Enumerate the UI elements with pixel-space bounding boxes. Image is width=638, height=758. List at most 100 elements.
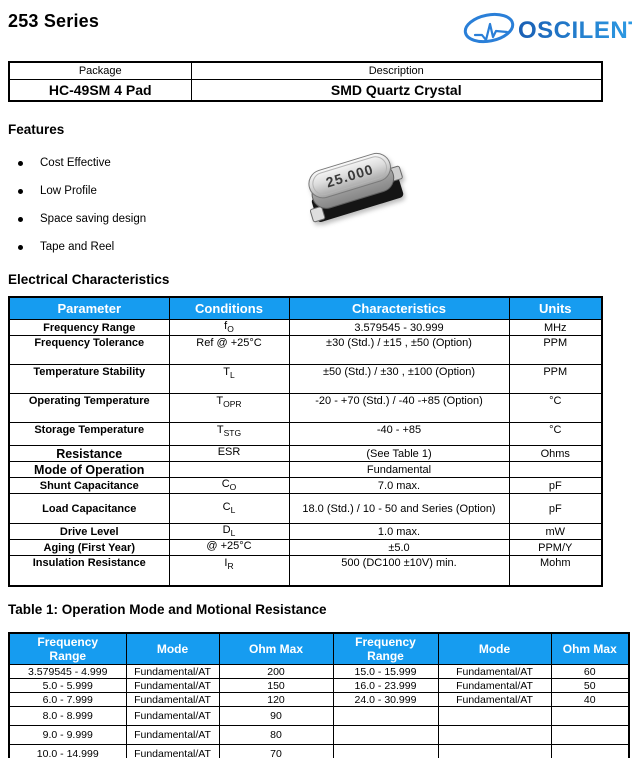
col-header-conditions: Conditions [168, 296, 290, 320]
mode-cell: Fundamental/AT [125, 744, 220, 758]
freq-range-cell: 9.0 - 9.999 [8, 725, 127, 745]
mode-cell: Fundamental/AT [437, 692, 552, 707]
freq-range-cell: 10.0 - 14.999 [8, 744, 127, 758]
table-row: Temperature Stability TL ±50 (Std.) / ±3… [8, 364, 603, 394]
table1-heading: Table 1: Operation Mode and Motional Res… [8, 602, 327, 617]
ohm-max-cell: 70 [218, 744, 334, 758]
characteristics-cell: 1.0 max. [288, 523, 510, 540]
ohm-max-cell: 60 [550, 664, 630, 679]
mode-cell: Fundamental/AT [125, 706, 220, 726]
mode-cell: Fundamental/AT [125, 692, 220, 707]
list-item: Tape and Reel [10, 240, 146, 254]
table-row: Insulation Resistance IR 500 (DC100 ±10V… [8, 555, 603, 587]
package-header: Package [8, 61, 192, 80]
freq-range-cell: 6.0 - 7.999 [8, 692, 127, 707]
table-row: 10.0 - 14.999 Fundamental/AT 70 [8, 744, 630, 758]
table-row: 8.0 - 8.999 Fundamental/AT 90 [8, 706, 630, 726]
ohm-max-cell: 150 [218, 678, 334, 693]
parameter-cell: Frequency Tolerance [8, 335, 170, 365]
parameter-cell: Drive Level [8, 523, 170, 540]
parameter-cell: Load Capacitance [8, 493, 170, 524]
characteristics-cell: ±5.0 [288, 539, 510, 556]
bullet-icon [18, 244, 23, 250]
characteristics-cell: -40 - +85 [288, 422, 510, 446]
parameter-cell: Temperature Stability [8, 364, 170, 394]
table-row: Operating Temperature TOPR -20 - +70 (St… [8, 393, 603, 423]
parameter-cell: Operating Temperature [8, 393, 170, 423]
crystal-product-photo: 25.000 [308, 152, 404, 223]
mode-cell: Fundamental/AT [437, 678, 552, 693]
table-row: 9.0 - 9.999 Fundamental/AT 80 [8, 725, 630, 745]
mode-cell [437, 706, 552, 726]
parameter-cell: Insulation Resistance [8, 555, 170, 587]
oscilent-logo-text: OSCILENT [518, 17, 632, 44]
ohm-max-cell: 200 [218, 664, 334, 679]
ohm-max-cell: 90 [218, 706, 334, 726]
electrical-header-row: Parameter Conditions Characteristics Uni… [8, 296, 603, 320]
ohm-max-cell: 80 [218, 725, 334, 745]
condition-cell: CL [168, 493, 290, 524]
units-cell [508, 461, 603, 478]
ohm-max-cell [550, 725, 630, 745]
freq-range-cell [332, 706, 439, 726]
col-header-ohm-max-left: Ohm Max [218, 632, 334, 665]
list-item: Space saving design [10, 212, 146, 226]
bullet-icon [18, 188, 23, 194]
ohm-max-cell: 40 [550, 692, 630, 707]
characteristics-cell: ±50 (Std.) / ±30 , ±100 (Option) [288, 364, 510, 394]
table-row: Frequency Range fO 3.579545 - 30.999 MHz [8, 319, 603, 336]
table-row: Storage Temperature TSTG -40 - +85 °C [8, 422, 603, 446]
units-cell: mW [508, 523, 603, 540]
features-list: Cost Effective Low Profile Space saving … [10, 156, 146, 268]
characteristics-cell: Fundamental [288, 461, 510, 478]
package-table-header-row: Package Description [8, 61, 603, 80]
condition-cell: IR [168, 555, 290, 587]
operation-mode-resistance-table: Frequency Range Mode Ohm Max Frequency R… [8, 632, 630, 758]
units-cell: Mohm [508, 555, 603, 587]
feature-label: Tape and Reel [40, 241, 115, 253]
package-table: Package Description HC-49SM 4 Pad SMD Qu… [8, 61, 603, 102]
characteristics-cell: 18.0 (Std.) / 10 - 50 and Series (Option… [288, 493, 510, 524]
table-row: Mode of Operation Fundamental [8, 461, 603, 478]
condition-cell: fO [168, 319, 290, 336]
freq-range-cell [332, 744, 439, 758]
freq-range-cell: 15.0 - 15.999 [332, 664, 439, 679]
description-header: Description [190, 61, 603, 80]
condition-cell: CO [168, 477, 290, 494]
table-row: Shunt Capacitance CO 7.0 max. pF [8, 477, 603, 494]
condition-cell: TOPR [168, 393, 290, 423]
characteristics-cell: -20 - +70 (Std.) / -40 -+85 (Option) [288, 393, 510, 423]
table-row: 3.579545 - 4.999 Fundamental/AT 200 15.0… [8, 664, 630, 679]
condition-cell: TL [168, 364, 290, 394]
feature-label: Low Profile [40, 185, 97, 197]
condition-cell: DL [168, 523, 290, 540]
units-cell: °C [508, 422, 603, 446]
bullet-icon [18, 216, 23, 222]
characteristics-cell: (See Table 1) [288, 445, 510, 462]
electrical-characteristics-table: Parameter Conditions Characteristics Uni… [8, 296, 603, 587]
electrical-heading: Electrical Characteristics [8, 272, 170, 287]
freq-range-cell: 8.0 - 8.999 [8, 706, 127, 726]
condition-cell: Ref @ +25°C [168, 335, 290, 365]
units-cell: PPM [508, 335, 603, 365]
freq-range-cell: 5.0 - 5.999 [8, 678, 127, 693]
col-header-frequency-range-left: Frequency Range [8, 632, 127, 665]
freq-range-cell [332, 725, 439, 745]
units-cell: PPM/Y [508, 539, 603, 556]
table-row: Frequency Tolerance Ref @ +25°C ±30 (Std… [8, 335, 603, 365]
units-cell: PPM [508, 364, 603, 394]
mode-cell: Fundamental/AT [125, 678, 220, 693]
col-header-ohm-max-right: Ohm Max [550, 632, 630, 665]
col-header-parameter: Parameter [8, 296, 170, 320]
mode-cell: Fundamental/AT [437, 664, 552, 679]
table-row: Resistance ESR (See Table 1) Ohms [8, 445, 603, 462]
freq-range-cell: 3.579545 - 4.999 [8, 664, 127, 679]
parameter-cell: Shunt Capacitance [8, 477, 170, 494]
parameter-cell: Aging (First Year) [8, 539, 170, 556]
freq-range-cell: 24.0 - 30.999 [332, 692, 439, 707]
condition-cell: TSTG [168, 422, 290, 446]
parameter-cell: Frequency Range [8, 319, 170, 336]
ohm-max-cell: 120 [218, 692, 334, 707]
package-table-data-row: HC-49SM 4 Pad SMD Quartz Crystal [8, 79, 603, 102]
